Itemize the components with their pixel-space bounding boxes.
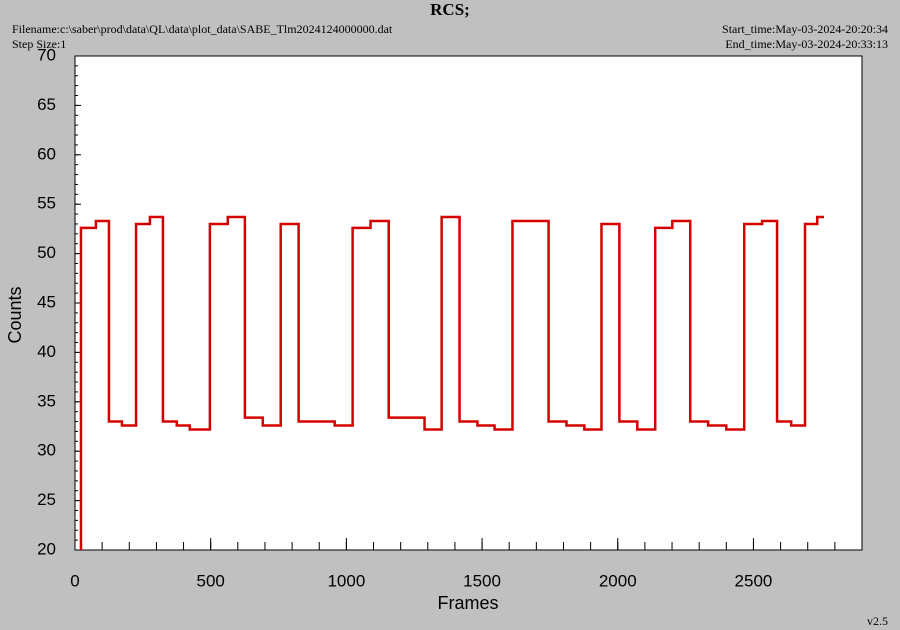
- end-time: End_time:May-03-2024-20:33:13: [725, 37, 888, 51]
- y-axis-label: Counts: [5, 286, 25, 343]
- x-tick-label: 0: [70, 571, 79, 590]
- y-tick-label: 20: [37, 539, 56, 558]
- start-time: Start_time:May-03-2024-20:20:34: [722, 22, 888, 36]
- y-tick-label: 60: [37, 144, 56, 163]
- y-tick-label: 35: [37, 391, 56, 410]
- filename: Filename:c:\saber\prod\data\QL\data\plot…: [12, 22, 393, 36]
- y-tick-label: 70: [37, 45, 56, 64]
- y-tick-label: 25: [37, 490, 56, 509]
- version: v2.5: [867, 614, 888, 628]
- x-tick-label: 1500: [463, 571, 501, 590]
- y-tick-label: 45: [37, 292, 56, 311]
- data-line: [79, 215, 825, 550]
- chart-title: RCS;: [430, 0, 470, 19]
- x-tick-label: 2500: [735, 571, 773, 590]
- x-tick-label: 500: [197, 571, 225, 590]
- y-tick-label: 65: [37, 95, 56, 114]
- y-tick-label: 55: [37, 194, 56, 213]
- step-size: Step Size:1: [12, 37, 66, 51]
- y-tick-label: 40: [37, 342, 56, 361]
- x-tick-label: 2000: [599, 571, 637, 590]
- y-tick-label: 30: [37, 441, 56, 460]
- y-tick-label: 50: [37, 243, 56, 262]
- x-axis-label: Frames: [437, 593, 498, 613]
- plot-area: [74, 55, 863, 551]
- x-tick-label: 1000: [327, 571, 365, 590]
